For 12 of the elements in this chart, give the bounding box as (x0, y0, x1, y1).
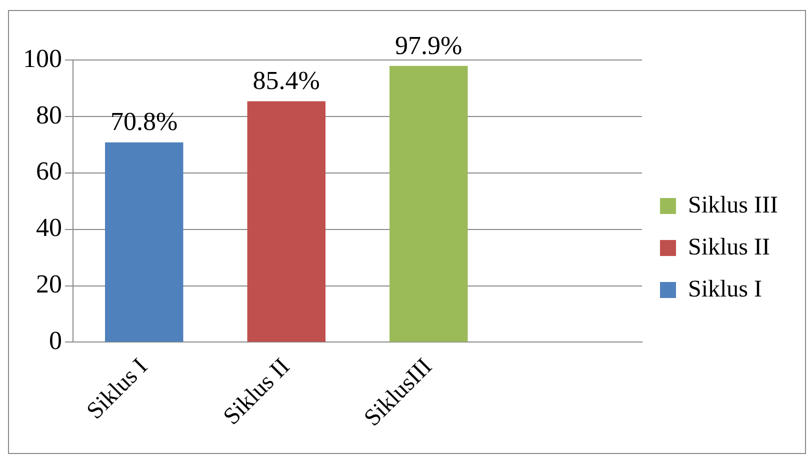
y-tick-label: 0 (49, 326, 62, 356)
data-label: 85.4% (252, 66, 320, 96)
legend-label: Siklus III (688, 192, 778, 218)
legend-label: Siklus II (688, 234, 770, 260)
data-label: 70.8% (110, 107, 178, 136)
legend-label: Siklus I (688, 276, 762, 302)
y-tick-label: 80 (36, 100, 62, 130)
y-tick-label: 60 (36, 156, 62, 186)
y-tick-label: 20 (36, 270, 62, 299)
data-label: 97.9% (395, 30, 462, 60)
y-tick-label: 100 (23, 44, 62, 73)
y-tick-label: 40 (36, 213, 62, 242)
